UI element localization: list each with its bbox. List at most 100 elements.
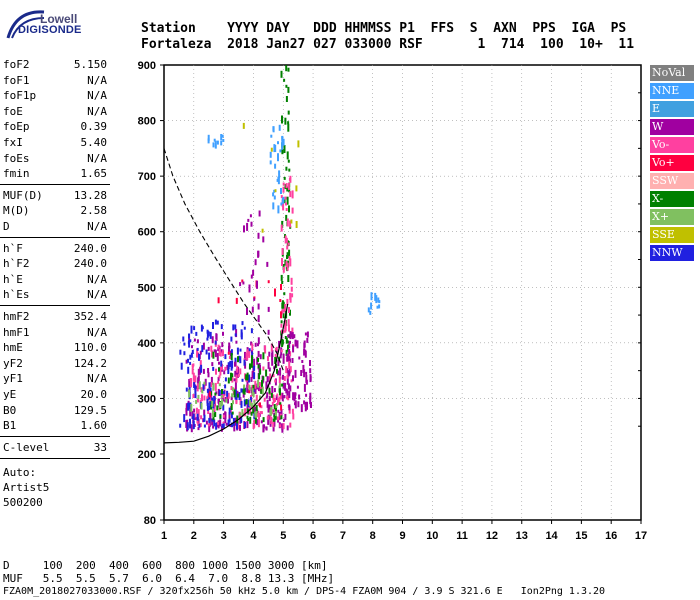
echo-point xyxy=(284,196,287,200)
echo-point xyxy=(191,345,193,349)
echo-point xyxy=(213,349,216,353)
echo-point xyxy=(196,398,199,403)
echo-point xyxy=(269,151,272,158)
echo-point xyxy=(289,220,292,228)
echo-point xyxy=(281,383,284,387)
echo-point xyxy=(219,414,222,419)
param-value: 33 xyxy=(93,440,107,454)
legend-item: NoVal xyxy=(650,65,694,81)
echo-point xyxy=(255,405,258,414)
echo-point xyxy=(274,145,277,152)
echo-point xyxy=(189,421,192,429)
echo-point xyxy=(208,424,211,433)
echo-point xyxy=(285,183,288,188)
echo-point xyxy=(246,308,248,315)
echo-point xyxy=(285,237,288,243)
x-tick-label: 8 xyxy=(370,530,376,542)
param-separator xyxy=(0,305,110,306)
echo-point xyxy=(289,385,292,392)
echo-point xyxy=(227,377,230,384)
echo-point xyxy=(207,134,210,141)
echo-point xyxy=(259,411,262,415)
echo-point xyxy=(288,404,291,411)
legend-item: E xyxy=(650,101,694,117)
echo-point xyxy=(246,403,249,412)
echo-point xyxy=(281,220,284,228)
electron-density-profile-curve xyxy=(163,303,289,444)
echo-point xyxy=(273,189,276,193)
echo-point xyxy=(280,70,283,78)
param-name: h`F xyxy=(3,241,23,255)
echo-point xyxy=(374,292,377,301)
param-name: foF2 xyxy=(3,58,30,71)
y-tick-label: 300 xyxy=(138,393,156,405)
echo-point xyxy=(275,407,277,414)
echo-point xyxy=(282,182,285,186)
echo-point xyxy=(196,418,199,424)
echo-point xyxy=(273,414,276,422)
echo-point xyxy=(243,384,246,389)
echo-point xyxy=(222,139,225,142)
echo-point xyxy=(283,418,285,422)
echo-point xyxy=(289,366,292,373)
echo-point xyxy=(198,423,201,428)
echo-point xyxy=(251,306,254,313)
echo-point xyxy=(251,371,254,377)
echo-point xyxy=(236,415,239,424)
param-row: hmF2 352.4 xyxy=(3,310,107,324)
param-separator xyxy=(0,183,110,185)
echo-point xyxy=(247,349,249,357)
echo-point xyxy=(370,302,373,310)
echo-point xyxy=(239,412,242,416)
echo-point xyxy=(212,322,214,329)
echo-point xyxy=(242,281,245,285)
echo-point xyxy=(230,362,233,371)
echo-point xyxy=(285,261,288,268)
echo-point xyxy=(211,397,214,401)
param-name: M(D) xyxy=(3,204,30,218)
echo-point xyxy=(370,292,373,301)
echo-point xyxy=(203,381,206,385)
echo-point xyxy=(247,218,250,222)
echo-point xyxy=(280,409,283,416)
echo-point xyxy=(244,351,246,360)
echo-point xyxy=(211,409,214,418)
echo-point xyxy=(271,401,274,406)
echo-point xyxy=(228,356,231,359)
echo-point xyxy=(273,195,276,200)
echo-point xyxy=(303,342,306,349)
echo-point xyxy=(298,394,301,400)
echo-point xyxy=(270,147,273,152)
echo-point xyxy=(286,218,289,227)
echo-point xyxy=(228,345,230,352)
echo-point xyxy=(187,402,190,411)
echo-point xyxy=(234,360,237,367)
echo-point xyxy=(254,342,257,347)
param-value: 1.60 xyxy=(80,419,108,433)
echo-point xyxy=(254,406,257,412)
echo-point xyxy=(195,385,198,389)
echo-point xyxy=(214,412,217,417)
echo-point xyxy=(212,366,215,371)
echo-point xyxy=(250,274,253,279)
echo-point xyxy=(289,358,291,363)
echo-point xyxy=(196,339,199,344)
echo-point xyxy=(287,334,290,338)
echo-point xyxy=(285,388,288,394)
legend-item: Vo+ xyxy=(650,155,694,171)
param-row: h`E N/A xyxy=(3,273,107,287)
echo-point xyxy=(254,380,257,389)
echo-point xyxy=(224,366,227,371)
echo-point xyxy=(185,420,188,428)
echo-point xyxy=(282,382,285,389)
echo-point xyxy=(288,168,291,172)
echo-point xyxy=(285,349,288,356)
echo-point xyxy=(236,422,238,430)
echo-point xyxy=(252,384,255,390)
echo-point xyxy=(207,423,210,427)
echo-point xyxy=(224,384,227,389)
echo-point xyxy=(289,331,292,340)
legend-item: X- xyxy=(650,191,694,207)
echo-point xyxy=(277,416,280,421)
echo-point xyxy=(233,378,236,382)
